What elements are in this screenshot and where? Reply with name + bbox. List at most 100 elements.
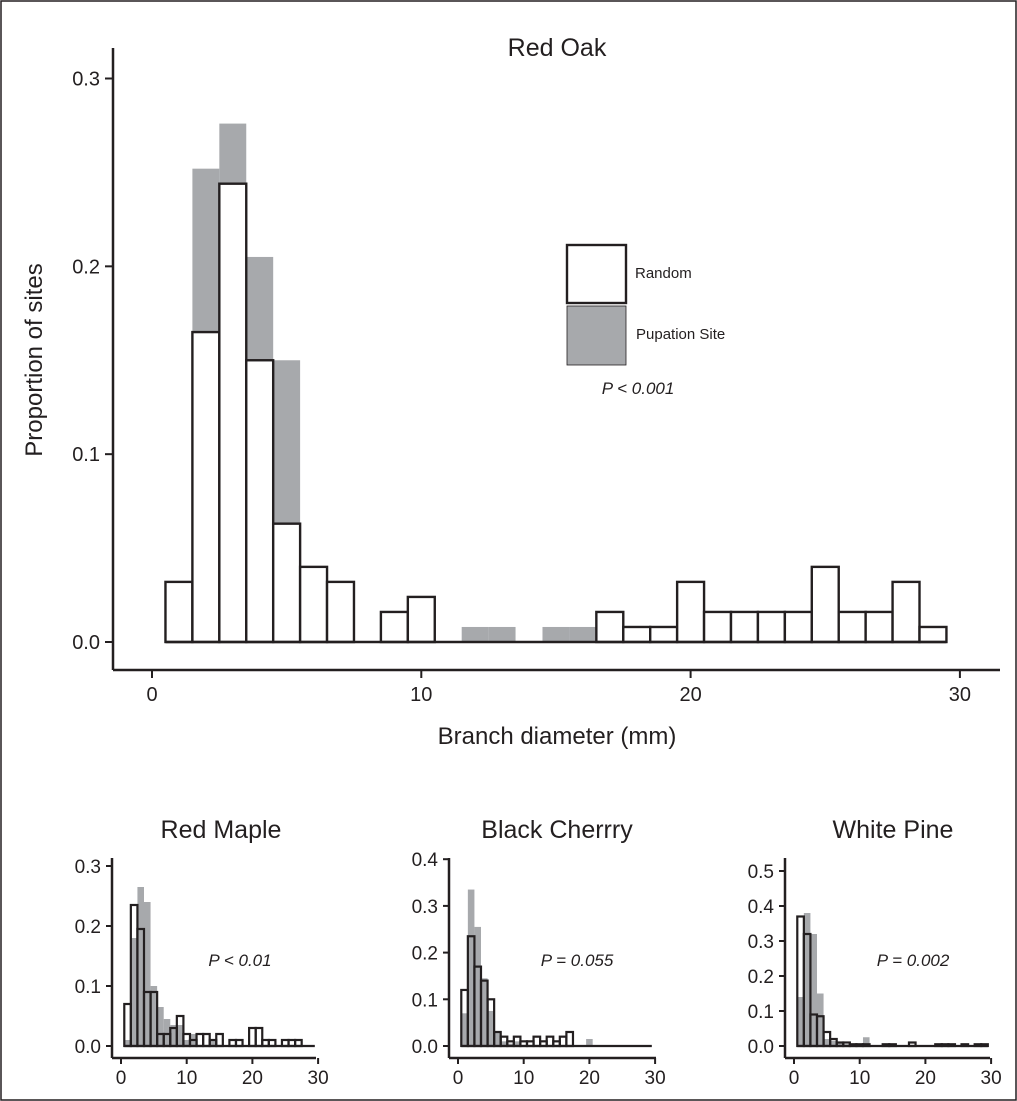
black-cherry-pupation-bar (480, 978, 488, 1046)
red-oak-pupation-bar (488, 626, 516, 642)
red-oak-random-bar (810, 565, 840, 644)
black-cherry-pupation-bar (500, 1041, 508, 1046)
black-cherry-pupation-bar (487, 1010, 495, 1046)
black-cherry-y-tick-label: 0.2 (412, 944, 438, 965)
red-oak-p-value: P < 0.001 (602, 379, 675, 398)
red-oak-random-bar (379, 610, 410, 644)
red-maple-axes: 0.0 0.1 0.2 0.3 0 10 20 30 (75, 857, 329, 1089)
white-pine-axes: 0.0 0.1 0.2 0.3 0.4 0.5 0 10 20 30 (748, 858, 1002, 1089)
white-pine-pupation-bar (823, 1039, 831, 1046)
red-oak-random-bar (864, 610, 894, 644)
black-cherry-y-tick-label: 0.3 (412, 897, 438, 918)
red-maple-y-tick-label: 0.2 (75, 917, 101, 938)
red-maple-pupation-bar (183, 1040, 190, 1046)
black-cherry-x-tick-label: 0 (453, 1068, 464, 1089)
red-oak-random-bar (756, 610, 787, 644)
black-cherry-random-bar (565, 1030, 575, 1048)
red-oak-random-bar (675, 580, 706, 644)
red-maple-pupation-bar (137, 887, 144, 1046)
legend: Random Pupation Site (565, 243, 725, 366)
black-cherry-pupation-bar (461, 1013, 468, 1046)
red-maple-pupation-bar (163, 1019, 171, 1046)
red-oak-plot: Red Oak 0.0 0.1 0.2 0.3 0 10 20 30 Branch diame… (21, 34, 1000, 750)
black-cherry-y-tick-label: 0.1 (412, 990, 438, 1011)
black-cherry-pupation-bar (513, 1041, 521, 1046)
red-oak-x-tick-label: 0 (146, 684, 157, 706)
red-oak-title: Red Oak (508, 34, 607, 62)
red-oak-random-bar (837, 610, 867, 644)
red-maple-y-tick-label: 0.3 (75, 857, 101, 878)
white-pine-title: White Pine (833, 816, 954, 844)
red-oak-random-bar (245, 359, 275, 644)
red-oak-x-tick-label: 30 (949, 684, 971, 706)
white-pine-y-tick-label: 0.1 (748, 1002, 774, 1023)
legend-swatch-random (565, 243, 628, 305)
red-maple-pupation-bar (124, 1040, 131, 1046)
red-oak-pupation-bar (461, 626, 489, 642)
red-oak-y-tick-label: 0.1 (72, 444, 100, 466)
red-oak-y-tick-label: 0.3 (72, 69, 100, 91)
red-oak-random-bar (298, 565, 329, 644)
red-oak-random-bar (218, 182, 248, 644)
red-oak-random-bar (191, 330, 221, 644)
red-maple-x-tick-label: 10 (176, 1068, 197, 1089)
black-cherry-pupation-bar (467, 889, 475, 1046)
black-cherry-x-tick-label: 10 (513, 1068, 534, 1089)
white-pine-x-tick-label: 30 (981, 1068, 1002, 1089)
red-maple-x-tick-label: 20 (242, 1068, 263, 1089)
red-maple-x-tick-label: 0 (116, 1068, 127, 1089)
red-maple-pupation-bar (170, 1025, 177, 1046)
white-pine-plot: White Pine 0.0 0.1 0.2 0.3 0.4 0.5 0 10 20 30 P =… (748, 816, 1002, 1089)
red-oak-random-bar (271, 522, 302, 644)
white-pine-y-tick-label: 0.2 (748, 967, 774, 988)
legend-swatch-pupation (566, 305, 627, 366)
red-maple-pupation-bar (130, 938, 138, 1046)
black-cherry-plot: Black Cherrry 0.0 0.1 0.2 0.3 0.4 0 10 20 30 P =… (412, 816, 666, 1089)
red-maple-pupation-bar (176, 1025, 184, 1046)
red-maple-title: Red Maple (161, 816, 282, 844)
red-maple-pupation-bar (157, 1007, 164, 1046)
red-oak-random-bar (622, 625, 652, 644)
red-oak-x-tick-label: 20 (679, 684, 701, 706)
black-cherry-y-tick-label: 0.0 (412, 1037, 438, 1058)
red-oak-random-bar (164, 580, 194, 644)
red-maple-pupation-bar (150, 986, 158, 1046)
red-oak-random-bar (891, 580, 921, 644)
red-oak-y-tick-label: 0.2 (72, 256, 100, 278)
red-maple-plot: Red Maple 0.0 0.1 0.2 0.3 0 10 20 30 P < 0.01 (75, 816, 329, 1089)
red-maple-pupation-bar (209, 1040, 217, 1046)
white-pine-y-tick-label: 0.5 (748, 862, 774, 883)
white-pine-y-tick-label: 0.0 (748, 1037, 774, 1058)
red-oak-bars (164, 123, 948, 644)
red-oak-random-bar (702, 610, 733, 644)
red-maple-pupation-bar (143, 902, 151, 1046)
black-cherry-bars (460, 889, 652, 1048)
legend-label-random: Random (635, 265, 692, 282)
red-maple-y-tick-label: 0.1 (75, 977, 101, 998)
black-cherry-title: Black Cherrry (481, 816, 633, 844)
white-pine-pupation-bar (816, 993, 824, 1046)
black-cherry-pupation-bar (474, 926, 481, 1046)
red-maple-x-tick-label: 30 (308, 1068, 329, 1089)
white-pine-p-value: P = 0.002 (877, 951, 950, 970)
black-cherry-y-tick-label: 0.4 (412, 850, 439, 871)
red-oak-y-tick-label: 0.0 (72, 632, 100, 654)
red-oak-pupation-bar (542, 626, 570, 642)
white-pine-x-tick-label: 20 (915, 1068, 936, 1089)
red-oak-random-bar (595, 610, 625, 644)
white-pine-y-tick-label: 0.3 (748, 932, 774, 953)
white-pine-x-tick-label: 10 (849, 1068, 870, 1089)
red-oak-random-bar (918, 625, 948, 644)
white-pine-bars (796, 913, 989, 1048)
black-cherry-x-tick-label: 20 (579, 1068, 600, 1089)
black-cherry-axes: 0.0 0.1 0.2 0.3 0.4 0 10 20 30 (412, 850, 666, 1089)
legend-label-pupation: Pupation Site (636, 326, 725, 343)
red-oak-random-bar (783, 610, 813, 644)
white-pine-pupation-bar (862, 1037, 870, 1046)
red-oak-random-bar (729, 610, 760, 644)
white-pine-pupation-bar (803, 913, 811, 1046)
y-axis-label: Proportion of sites (21, 263, 48, 456)
white-pine-y-tick-label: 0.4 (748, 897, 775, 918)
